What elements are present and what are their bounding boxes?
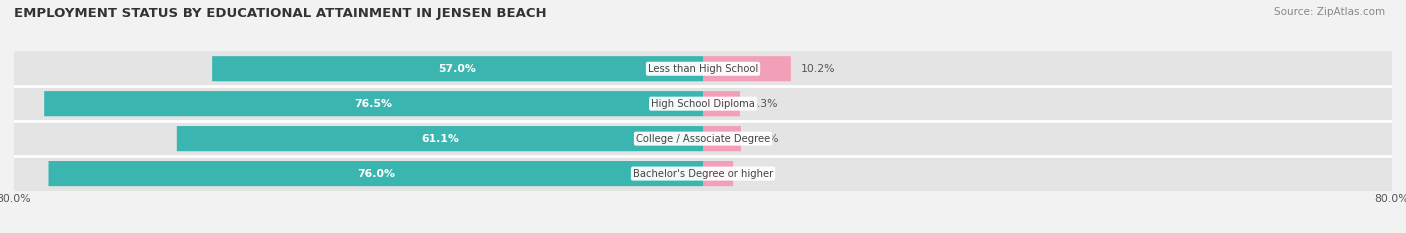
FancyBboxPatch shape <box>703 126 741 151</box>
Text: Source: ZipAtlas.com: Source: ZipAtlas.com <box>1274 7 1385 17</box>
Text: 76.0%: 76.0% <box>357 169 395 178</box>
FancyBboxPatch shape <box>14 121 1392 156</box>
Text: EMPLOYMENT STATUS BY EDUCATIONAL ATTAINMENT IN JENSEN BEACH: EMPLOYMENT STATUS BY EDUCATIONAL ATTAINM… <box>14 7 547 20</box>
FancyBboxPatch shape <box>14 51 1392 86</box>
FancyBboxPatch shape <box>703 161 733 186</box>
Text: High School Diploma: High School Diploma <box>651 99 755 109</box>
Text: Bachelor's Degree or higher: Bachelor's Degree or higher <box>633 169 773 178</box>
Text: 61.1%: 61.1% <box>420 134 458 144</box>
FancyBboxPatch shape <box>48 161 703 186</box>
FancyBboxPatch shape <box>14 156 1392 191</box>
FancyBboxPatch shape <box>44 91 703 116</box>
Text: 76.5%: 76.5% <box>354 99 392 109</box>
FancyBboxPatch shape <box>177 126 703 151</box>
Text: College / Associate Degree: College / Associate Degree <box>636 134 770 144</box>
Text: 4.3%: 4.3% <box>751 99 778 109</box>
FancyBboxPatch shape <box>703 91 740 116</box>
Text: 3.5%: 3.5% <box>744 169 770 178</box>
FancyBboxPatch shape <box>14 86 1392 121</box>
Text: 57.0%: 57.0% <box>439 64 477 74</box>
Text: 4.4%: 4.4% <box>751 134 779 144</box>
Text: 10.2%: 10.2% <box>801 64 835 74</box>
Text: Less than High School: Less than High School <box>648 64 758 74</box>
FancyBboxPatch shape <box>703 56 790 81</box>
FancyBboxPatch shape <box>212 56 703 81</box>
